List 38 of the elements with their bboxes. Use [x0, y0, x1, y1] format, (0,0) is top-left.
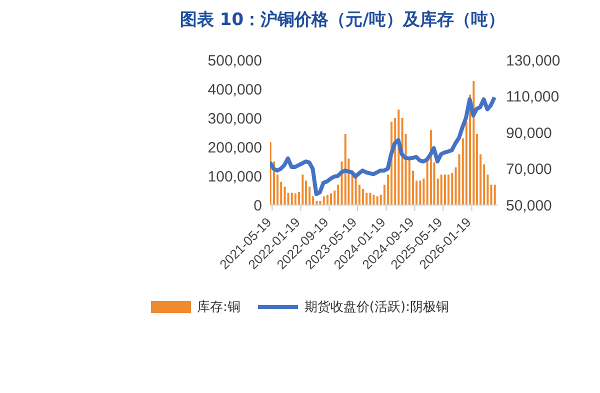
- bar: [302, 174, 304, 205]
- bar: [440, 174, 442, 205]
- bar: [330, 193, 332, 205]
- y2-tick-label: 110,000: [506, 88, 560, 106]
- bar: [354, 176, 357, 205]
- y2-tick-label: 50,000: [506, 197, 552, 214]
- bar: [451, 173, 454, 205]
- y-tick-label: 400,000: [208, 81, 262, 98]
- legend-label: 库存:铜: [197, 299, 240, 316]
- bar: [344, 134, 346, 205]
- y-tick-label: 300,000: [208, 110, 262, 128]
- bar: [436, 178, 439, 205]
- bar: [444, 174, 446, 205]
- bar: [419, 180, 422, 205]
- bar: [372, 194, 375, 205]
- y-tick-label: 0: [254, 197, 262, 214]
- line-series: [270, 95, 496, 196]
- bar: [294, 193, 296, 205]
- legend-label: 期货收盘价(活跃):阴极铜: [304, 299, 449, 316]
- bar: [322, 196, 325, 205]
- chart-title: 图表 10：沪铜价格（元/吨）及库存（吨）: [180, 9, 505, 31]
- bar: [366, 192, 368, 205]
- bar: [376, 196, 378, 205]
- y-tick-label: 500,000: [208, 52, 262, 70]
- bar: [448, 174, 450, 205]
- bar: [369, 192, 372, 205]
- y-tick-label: 200,000: [208, 139, 262, 156]
- y-tick-label: 100,000: [208, 168, 262, 186]
- bar: [422, 178, 425, 205]
- bar: [290, 192, 293, 205]
- y2-tick-label: 130,000: [506, 52, 560, 70]
- bar: [337, 184, 340, 205]
- bar: [284, 186, 286, 205]
- y2-tick-label: 70,000: [506, 161, 552, 178]
- bar: [472, 81, 475, 205]
- y2-tick-label: 90,000: [506, 124, 552, 142]
- bar: [494, 184, 496, 205]
- bar: [326, 194, 328, 205]
